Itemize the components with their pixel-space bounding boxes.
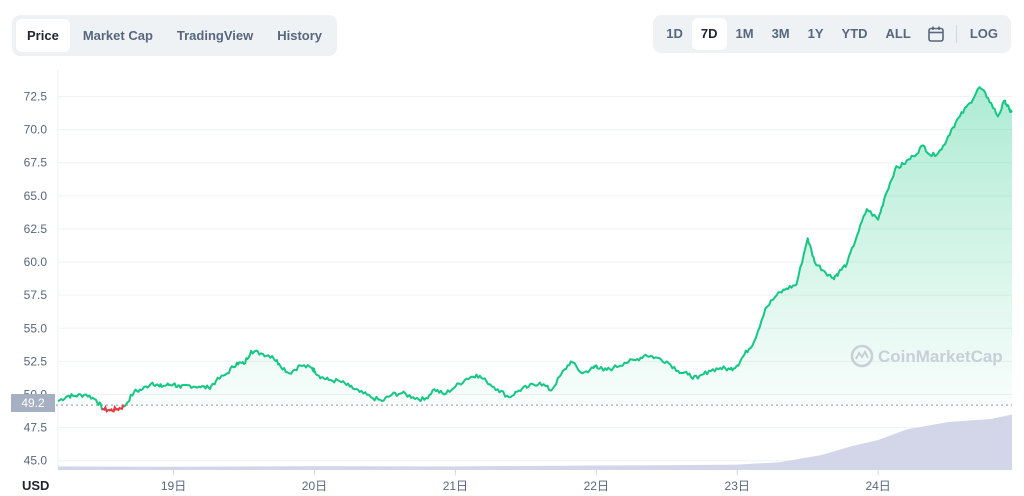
y-tick-label: 57.5 xyxy=(24,288,48,302)
calendar-button[interactable] xyxy=(920,18,952,50)
y-tick-label: 72.5 xyxy=(24,89,48,103)
tab-market-cap[interactable]: Market Cap xyxy=(82,28,153,43)
y-tick-label: 60.0 xyxy=(24,255,48,269)
current-price-tag: 49.2 xyxy=(11,394,55,412)
x-tick-label: 21日 xyxy=(443,479,468,493)
range-1d-button[interactable]: 1D xyxy=(666,26,683,41)
tab-price[interactable]: Price xyxy=(16,19,70,52)
range-all-button[interactable]: ALL xyxy=(885,26,911,41)
range-7d-button[interactable]: 7D xyxy=(691,18,727,50)
x-tick-label: 23日 xyxy=(725,479,750,493)
tab-history[interactable]: History xyxy=(277,28,323,43)
range-1y-button[interactable]: 1Y xyxy=(807,26,824,41)
y-tick-label: 62.5 xyxy=(24,222,48,236)
y-tick-label: 70.0 xyxy=(24,123,48,137)
price-line xyxy=(57,86,1013,413)
y-tick-label: 67.5 xyxy=(24,156,48,170)
tab-tradingview[interactable]: TradingView xyxy=(176,28,254,43)
range-separator xyxy=(955,25,957,43)
x-tick-label: 19日 xyxy=(161,479,186,493)
x-axis-labels: 19日 20日 21日 22日 23日 24日 xyxy=(161,470,891,493)
log-scale-button[interactable]: LOG xyxy=(969,26,998,41)
y-tick-label: 55.0 xyxy=(24,321,48,335)
price-line-below-reference xyxy=(101,404,125,413)
current-price-label: 49.2 xyxy=(21,396,45,410)
y-tick-label: 45.0 xyxy=(24,454,48,468)
price-area-fill xyxy=(58,87,1012,412)
y-tick-label: 47.5 xyxy=(24,421,48,435)
watermark-text: CoinMarketCap xyxy=(878,347,1003,366)
currency-label: USD xyxy=(22,478,49,493)
coinmarketcap-logo-icon xyxy=(850,344,874,368)
time-range-selector: 1D 7D 1M 3M 1Y YTD ALL LOG xyxy=(653,15,1011,53)
calendar-icon xyxy=(928,26,944,42)
y-tick-label: 52.5 xyxy=(24,354,48,368)
range-ytd-button[interactable]: YTD xyxy=(841,26,868,41)
y-tick-label: 65.0 xyxy=(24,189,48,203)
range-3m-button[interactable]: 3M xyxy=(771,26,790,41)
x-tick-label: 20日 xyxy=(302,479,327,493)
coinmarketcap-watermark: CoinMarketCap xyxy=(850,344,1003,368)
range-1m-button[interactable]: 1M xyxy=(735,26,754,41)
x-tick-label: 22日 xyxy=(584,479,609,493)
volume-area xyxy=(58,414,1012,470)
x-tick-label: 24日 xyxy=(865,479,890,493)
chart-tabs: Price Market Cap TradingView History xyxy=(12,15,338,56)
